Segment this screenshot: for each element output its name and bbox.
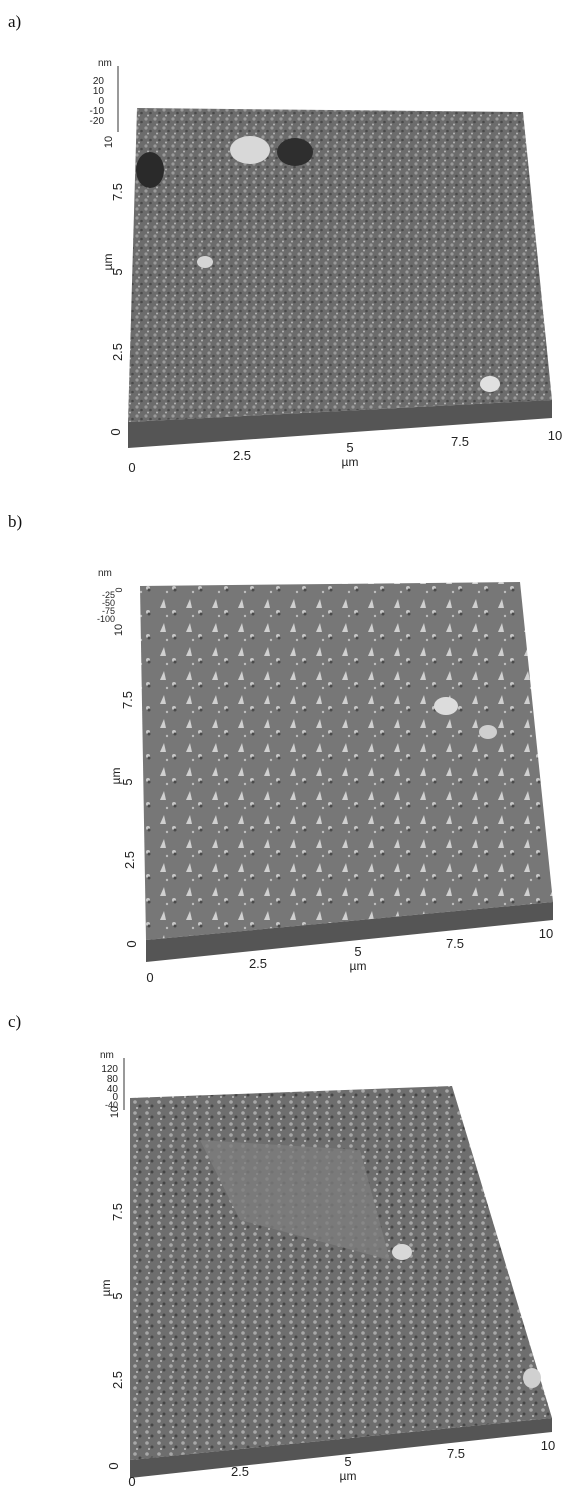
bright-feature bbox=[197, 256, 213, 268]
x-unit: µm bbox=[340, 1469, 357, 1483]
y-tick: 5 bbox=[120, 778, 135, 785]
x-tick: 2.5 bbox=[249, 956, 267, 971]
afm-side-face bbox=[128, 400, 552, 448]
x-tick: 7.5 bbox=[447, 1446, 465, 1461]
z-tick: -25 bbox=[102, 590, 115, 600]
x-tick: 0 bbox=[128, 460, 135, 475]
x-tick: 2.5 bbox=[233, 448, 251, 463]
y-tick: 2.5 bbox=[110, 1371, 125, 1389]
y-tick: 2.5 bbox=[110, 343, 125, 361]
y-unit: µm bbox=[109, 768, 123, 785]
panel-a: a) nm 20 10 0 -10 -20 10 7.5 5 µ bbox=[0, 0, 567, 500]
z-tick: 10 bbox=[93, 86, 105, 97]
x-tick: 10 bbox=[541, 1438, 555, 1453]
y-tick: 0 bbox=[108, 428, 123, 435]
y-tick: 5 bbox=[110, 268, 125, 275]
y-tick: 2.5 bbox=[122, 851, 137, 869]
y-tick: 7.5 bbox=[110, 1203, 125, 1221]
afm-surface bbox=[140, 582, 553, 940]
y-tick: 10 bbox=[109, 1106, 121, 1118]
afm-surface-plot: nm 0 -25 -50 -75 -100 10 7.5 5 µm 2.5 0 … bbox=[97, 568, 553, 985]
bright-feature bbox=[523, 1368, 541, 1388]
x-unit: µm bbox=[350, 959, 367, 973]
x-tick: 5 bbox=[344, 1454, 351, 1469]
bright-feature bbox=[230, 136, 270, 164]
z-tick: 0 bbox=[114, 587, 124, 592]
x-tick: 2.5 bbox=[231, 1464, 249, 1479]
z-unit: nm bbox=[98, 568, 112, 579]
afm-side-face bbox=[130, 1418, 552, 1478]
y-tick: 10 bbox=[113, 624, 125, 636]
x-tick: 10 bbox=[548, 428, 562, 443]
x-tick: 5 bbox=[346, 440, 353, 455]
x-unit: µm bbox=[342, 455, 359, 469]
y-tick: 0 bbox=[124, 940, 139, 947]
afm-surface-plot: nm 20 10 0 -10 -20 10 7.5 5 µm 2.5 0 0 2… bbox=[90, 58, 563, 475]
z-tick: 120 bbox=[101, 1064, 118, 1075]
z-tick: -20 bbox=[90, 116, 105, 127]
panel-label: c) bbox=[8, 1012, 22, 1031]
z-tick: 40 bbox=[107, 1084, 119, 1095]
dark-feature bbox=[277, 138, 313, 166]
z-tick: -50 bbox=[102, 598, 115, 608]
panel-label: a) bbox=[8, 12, 22, 31]
smooth-region bbox=[200, 1140, 390, 1260]
y-unit: µm bbox=[99, 1280, 113, 1297]
z-tick: 80 bbox=[107, 1074, 119, 1085]
y-unit: µm bbox=[101, 254, 115, 271]
afm-surface bbox=[128, 108, 552, 422]
bright-feature bbox=[392, 1244, 412, 1260]
z-unit: nm bbox=[98, 58, 112, 69]
x-tick: 5 bbox=[354, 944, 361, 959]
z-tick: -40 bbox=[105, 1100, 118, 1110]
x-tick: 0 bbox=[146, 970, 153, 985]
z-unit: nm bbox=[100, 1050, 114, 1061]
z-tick: 0 bbox=[98, 96, 104, 107]
afm-surface-plot: nm 120 80 40 0 -40 10 7.5 5 µm 2.5 0 0 2… bbox=[99, 1050, 555, 1489]
z-tick: 0 bbox=[112, 1092, 118, 1103]
z-tick: -100 bbox=[97, 614, 115, 624]
afm-side-face bbox=[146, 902, 553, 962]
afm-surface bbox=[130, 1086, 552, 1460]
y-tick: 7.5 bbox=[120, 691, 135, 709]
dark-feature bbox=[136, 152, 164, 188]
panel-b: b) nm 0 -25 -50 -75 -100 10 7.5 5 µm 2.5… bbox=[0, 500, 567, 1000]
y-tick: 0 bbox=[106, 1462, 121, 1469]
y-tick: 7.5 bbox=[110, 183, 125, 201]
y-tick: 10 bbox=[103, 136, 115, 148]
x-tick: 7.5 bbox=[451, 434, 469, 449]
y-tick: 5 bbox=[110, 1292, 125, 1299]
x-tick: 7.5 bbox=[446, 936, 464, 951]
bright-feature bbox=[479, 725, 497, 739]
panel-c: c) nm 120 80 40 0 -40 10 7.5 5 µm 2.5 0 … bbox=[0, 1000, 567, 1498]
z-tick: -10 bbox=[90, 106, 105, 117]
z-tick: 20 bbox=[93, 76, 105, 87]
panel-label: b) bbox=[8, 512, 23, 531]
bright-feature bbox=[434, 697, 458, 715]
x-tick: 0 bbox=[128, 1474, 135, 1489]
z-tick: -75 bbox=[102, 606, 115, 616]
x-tick: 10 bbox=[539, 926, 553, 941]
bright-feature bbox=[480, 376, 500, 392]
